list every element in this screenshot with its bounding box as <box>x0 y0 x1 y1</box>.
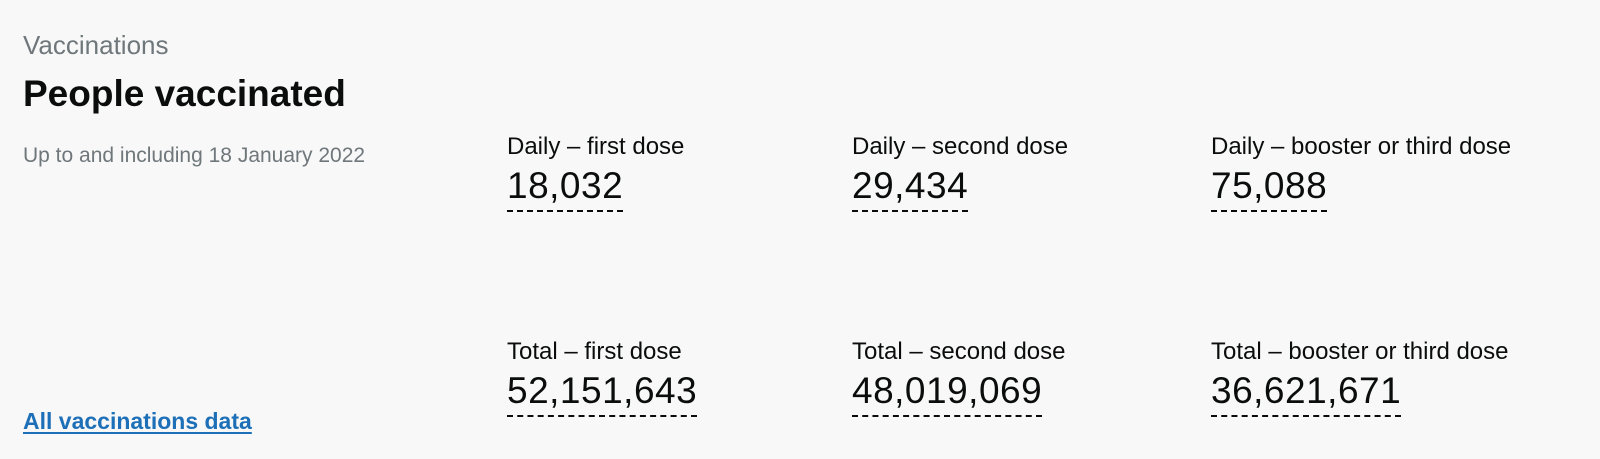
metric-value[interactable]: 52,151,643 <box>507 370 698 418</box>
metric-daily-booster-dose: Daily – booster or third dose 75,088 <box>1211 133 1512 213</box>
card-title: People vaccinated <box>23 73 346 114</box>
metric-daily-first-dose: Daily – first dose 18,032 <box>507 133 685 213</box>
metric-label: Daily – second dose <box>852 133 1069 160</box>
all-vaccinations-data-link[interactable]: All vaccinations data <box>23 408 252 434</box>
metric-value[interactable]: 29,434 <box>852 165 969 213</box>
metric-total-booster-dose: Total – booster or third dose 36,621,671 <box>1211 338 1509 418</box>
metric-value[interactable]: 75,088 <box>1211 165 1328 213</box>
metric-value[interactable]: 18,032 <box>507 165 624 213</box>
metric-total-second-dose: Total – second dose 48,019,069 <box>852 338 1066 418</box>
metric-label: Total – booster or third dose <box>1211 338 1509 365</box>
card-caption: Vaccinations <box>23 30 169 60</box>
metric-label: Daily – first dose <box>507 133 685 160</box>
metric-total-first-dose: Total – first dose 52,151,643 <box>507 338 698 418</box>
metric-label: Daily – booster or third dose <box>1211 133 1512 160</box>
metric-label: Total – first dose <box>507 338 682 365</box>
metric-value[interactable]: 36,621,671 <box>1211 370 1402 418</box>
metric-value[interactable]: 48,019,069 <box>852 370 1043 418</box>
date-note: Up to and including 18 January 2022 <box>23 144 366 167</box>
metric-daily-second-dose: Daily – second dose 29,434 <box>852 133 1069 213</box>
metric-label: Total – second dose <box>852 338 1066 365</box>
